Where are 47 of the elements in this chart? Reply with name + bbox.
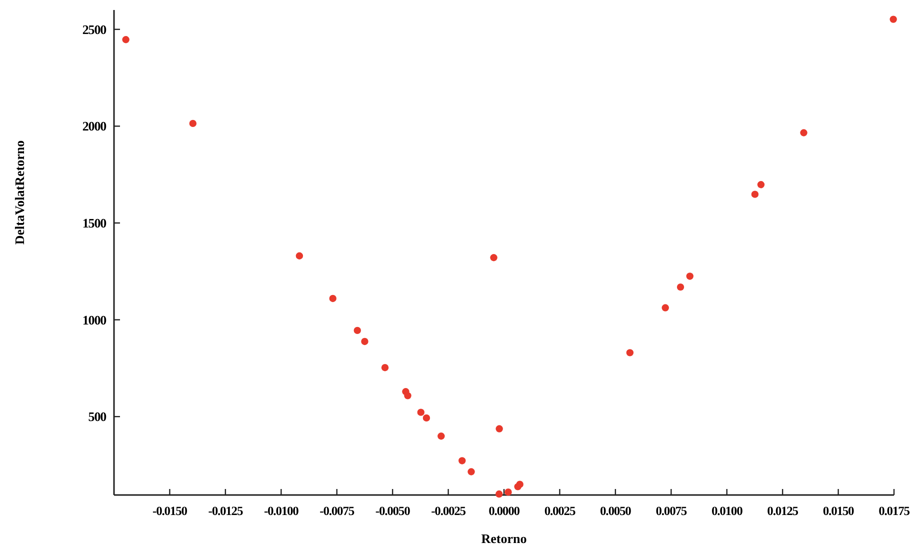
x-tick-label: -0.0150 xyxy=(152,504,188,518)
point xyxy=(354,326,361,334)
point xyxy=(504,488,512,496)
x-tick-label: -0.0125 xyxy=(208,504,243,518)
x-tick-label: 0.0100 xyxy=(711,504,743,518)
point xyxy=(438,432,445,440)
point xyxy=(422,414,430,422)
point xyxy=(329,294,336,302)
x-tick-label: -0.0075 xyxy=(320,504,354,518)
x-tick-label: 0.0150 xyxy=(822,504,854,518)
point xyxy=(404,392,412,400)
y-tick-label: 2500 xyxy=(82,22,106,37)
x-tick-label: -0.0050 xyxy=(375,504,410,518)
point xyxy=(417,408,424,416)
x-tick-label: 0.0175 xyxy=(878,504,910,518)
point xyxy=(296,252,304,260)
point xyxy=(516,480,524,488)
point xyxy=(496,425,503,432)
x-tick-label: 0.0025 xyxy=(544,504,576,518)
point xyxy=(122,36,130,44)
y-tick-label: 2000 xyxy=(82,118,106,134)
point xyxy=(626,349,634,356)
point xyxy=(361,338,368,346)
x-tick-label: -0.0100 xyxy=(264,504,299,518)
y-tick-label: 1000 xyxy=(82,312,106,328)
point xyxy=(751,190,759,198)
point xyxy=(676,283,684,291)
x-tick-label: -0.0025 xyxy=(431,504,466,518)
y-axis-title: DeltaVolatRetorno xyxy=(12,140,27,245)
x-tick-label: 0.0125 xyxy=(767,504,798,518)
x-tick-label: 0.0050 xyxy=(600,504,632,518)
point xyxy=(458,457,466,464)
x-axis-title: Retorno xyxy=(481,531,527,546)
x-tick-label: 0.0075 xyxy=(656,504,687,518)
x-tick-label: 0.0000 xyxy=(488,504,520,518)
point xyxy=(662,304,669,312)
point xyxy=(381,364,389,372)
point xyxy=(890,16,897,23)
point xyxy=(800,129,808,136)
point xyxy=(490,254,498,262)
point xyxy=(468,468,475,476)
point xyxy=(495,490,503,498)
y-tick-label: 500 xyxy=(88,409,106,424)
point xyxy=(686,272,694,280)
point xyxy=(757,181,765,188)
y-tick-label: 1500 xyxy=(82,216,106,231)
point xyxy=(189,120,196,128)
